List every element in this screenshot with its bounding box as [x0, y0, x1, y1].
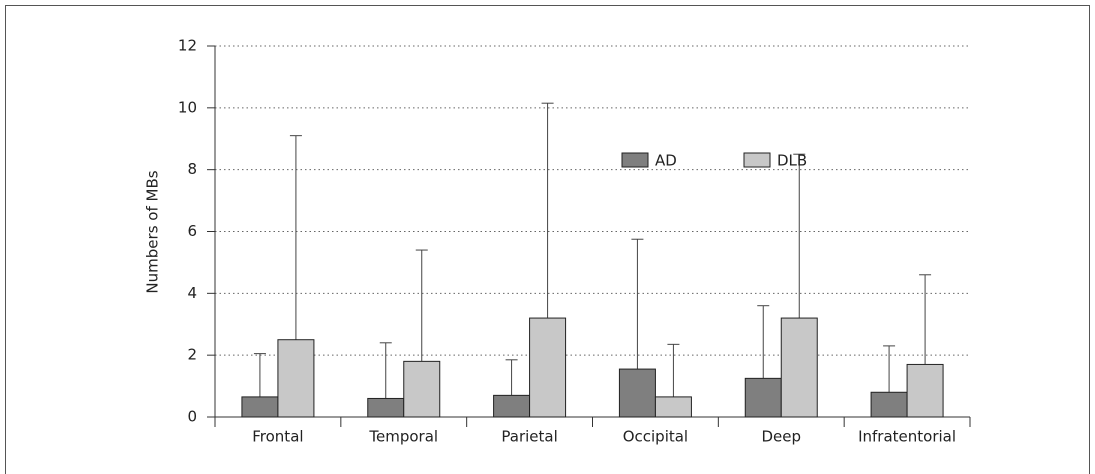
bar: [744, 377, 782, 418]
bar: [654, 396, 692, 418]
bar: [367, 397, 405, 418]
bar: [870, 391, 908, 418]
legend-label: AD: [655, 152, 677, 170]
x-tick-label: Deep: [761, 428, 801, 446]
bar: [906, 363, 944, 418]
y-axis-label: Numbers of MBs: [144, 170, 162, 293]
x-tick-label: Temporal: [368, 428, 438, 446]
x-tick-label: Frontal: [252, 428, 303, 446]
bar: [403, 360, 441, 418]
x-tick-label: Parietal: [501, 428, 557, 446]
bar: [241, 396, 279, 418]
x-tick-label: Infratentorial: [858, 428, 956, 446]
y-tick-label: 10: [178, 98, 197, 116]
y-tick-label: 12: [178, 37, 197, 55]
y-tick-label: 6: [187, 222, 197, 240]
y-tick-label: 8: [187, 160, 197, 178]
y-tick-label: 4: [187, 284, 197, 302]
y-tick-label: 2: [187, 346, 197, 364]
y-tick-label: 0: [187, 408, 197, 426]
bar: [780, 317, 818, 418]
legend-label: DLB: [777, 152, 807, 170]
bar: [493, 394, 531, 418]
x-tick-label: Occipital: [623, 428, 688, 446]
legend-swatch: [743, 152, 771, 168]
frame: [5, 5, 1090, 474]
bar: [618, 368, 656, 418]
bar: [277, 339, 315, 418]
legend-swatch: [621, 152, 649, 168]
bar: [529, 317, 567, 418]
